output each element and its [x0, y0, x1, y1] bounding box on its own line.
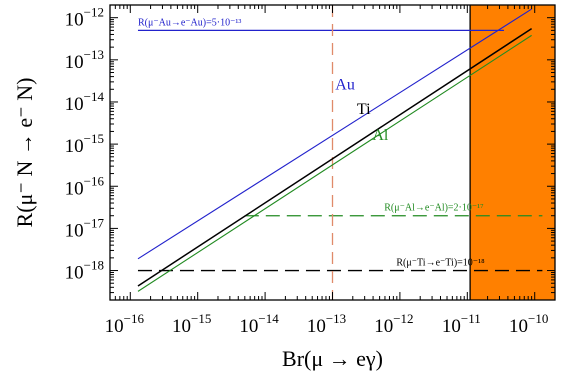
- series-label-au: Au: [335, 76, 355, 93]
- x-tick-label: 10−14: [239, 311, 279, 337]
- series-line-ti: [137, 28, 533, 287]
- x-tick-label: 10−13: [307, 311, 346, 337]
- y-tick-label: 10−14: [65, 89, 105, 115]
- limit-line-label-1: R(μ⁻Al→e⁻Al)=2·10⁻¹⁷: [384, 203, 484, 214]
- x-tick-label: 10−11: [442, 311, 481, 337]
- y-tick-label: 10−13: [65, 47, 104, 73]
- y-tick-label: 10−18: [65, 258, 104, 284]
- x-tick-label: 10−10: [509, 311, 548, 337]
- y-tick-label: 10−12: [65, 5, 104, 31]
- series-line-al: [137, 34, 532, 292]
- y-tick-label: 10−15: [65, 131, 104, 157]
- x-tick-label: 10−12: [374, 311, 413, 337]
- series-label-al: Al: [372, 127, 389, 144]
- y-axis-title: R(μ⁻ N → e⁻ N): [12, 78, 37, 228]
- y-tick-label: 10−17: [65, 215, 105, 241]
- x-tick-label: 10−16: [105, 311, 145, 337]
- x-axis-title: Br(μ → eγ): [282, 346, 383, 371]
- y-tick-label: 10−16: [65, 173, 105, 199]
- limit-line-label-0: R(μ⁻Au→e⁻Au)=5·10⁻¹³: [138, 17, 241, 28]
- excluded-region: [470, 5, 555, 300]
- series-line-au: [137, 8, 532, 260]
- series-label-ti: Ti: [357, 101, 371, 118]
- x-tick-label: 10−15: [172, 311, 211, 337]
- limit-line-label-2: R(μ⁻Ti→e⁻Ti)=10⁻¹⁸: [396, 258, 485, 269]
